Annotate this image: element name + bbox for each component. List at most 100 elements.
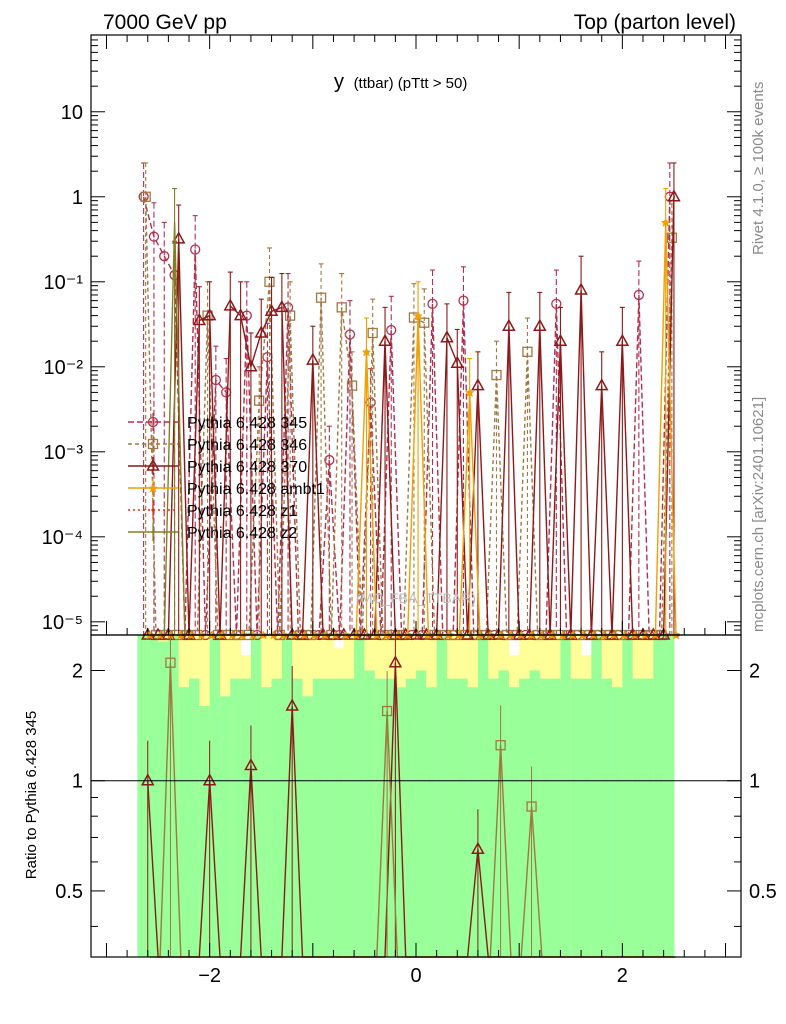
- point-triangle: [460, 627, 475, 640]
- point-triangle: [202, 773, 217, 786]
- band-green: [261, 687, 273, 957]
- band-green: [632, 678, 644, 957]
- legend-label: Pythia 6.428 346: [187, 437, 307, 454]
- point-square: [367, 327, 378, 339]
- x-tick-label: 2: [617, 965, 628, 987]
- point-triangle: [223, 298, 238, 311]
- plot-title: y (ttbar) (pTtt > 50): [334, 71, 467, 93]
- point-triangle: [357, 627, 372, 640]
- band-green: [209, 635, 221, 957]
- point-triangle: [667, 189, 681, 202]
- point-star: [148, 483, 158, 493]
- point-square: [284, 310, 296, 321]
- band-green: [436, 635, 448, 957]
- band-green: [570, 678, 582, 957]
- band-green: [312, 678, 324, 957]
- band-green: [426, 687, 438, 957]
- point-square: [522, 346, 533, 357]
- y-tick-label: 10: [61, 102, 83, 124]
- point-triangle: [471, 841, 485, 854]
- band-green: [230, 678, 242, 957]
- point-square: [254, 395, 265, 406]
- point-circle: [190, 244, 201, 255]
- point-square: [419, 317, 430, 328]
- band-green: [250, 635, 262, 957]
- band-green: [477, 635, 489, 957]
- point-triangle: [553, 333, 568, 346]
- y-tick-label: 10⁻²: [44, 357, 84, 379]
- band-green: [416, 670, 427, 957]
- band-green: [622, 635, 634, 957]
- band-green: [642, 678, 654, 957]
- ratio-y-tick-label-right: 2: [749, 660, 760, 682]
- point-triangle: [594, 378, 609, 391]
- band-green: [653, 635, 665, 957]
- series-2: [140, 162, 681, 640]
- point-circle: [551, 298, 562, 310]
- y-tick-label: 10⁻³: [44, 442, 84, 464]
- band-green: [292, 678, 304, 957]
- point-star: [361, 347, 371, 357]
- point-square: [147, 438, 159, 450]
- band-green: [333, 678, 345, 957]
- band-green: [354, 635, 365, 957]
- band-green: [457, 678, 469, 957]
- ratio-y-tick-label: 1: [72, 771, 83, 793]
- band-green: [488, 678, 500, 957]
- point-triangle: [275, 299, 289, 313]
- band-green: [560, 635, 572, 957]
- legend-label: Pythia 6.428 z2: [187, 525, 297, 542]
- band-green: [271, 678, 283, 957]
- ratio-y-tick-label: 2: [72, 660, 83, 682]
- legend-label: Pythia 6.428 345: [187, 415, 307, 432]
- point-triangle: [146, 458, 160, 471]
- band-green: [323, 678, 334, 957]
- point-triangle: [409, 627, 423, 640]
- point-square: [491, 369, 502, 381]
- point-triangle: [615, 333, 630, 346]
- point-triangle: [388, 655, 403, 668]
- band-green: [405, 678, 417, 957]
- y-tick-label: 10⁻¹: [44, 272, 84, 294]
- band-green: [467, 687, 479, 957]
- point-triangle: [244, 757, 258, 771]
- point-triangle: [533, 318, 547, 331]
- point-square: [346, 380, 358, 391]
- point-square: [315, 292, 327, 303]
- point-dot: [151, 508, 155, 512]
- point-triangle: [574, 282, 588, 295]
- band-green: [539, 678, 551, 957]
- mcplots-label: mcplots.cern.ch [arXiv:2401.10621]: [750, 397, 767, 632]
- band-green: [446, 678, 458, 957]
- point-square: [666, 232, 678, 243]
- band-green: [364, 670, 376, 957]
- band-green: [281, 635, 293, 957]
- ratio-y-tick-label: 0.5: [55, 881, 83, 903]
- band-green: [550, 678, 561, 957]
- band-green: [612, 687, 623, 957]
- point-triangle: [192, 312, 207, 326]
- ratio-ylabel: Ratio to Pythia 6.428 345: [23, 711, 40, 879]
- point-star: [661, 217, 671, 227]
- point-triangle: [656, 627, 671, 640]
- plot-title-sub: (ttbar) (pTtt > 50): [354, 75, 468, 92]
- ratio-y-tick-label-right: 0.5: [749, 881, 777, 903]
- x-tick-label: −2: [198, 965, 221, 987]
- point-triangle: [378, 333, 392, 346]
- x-tick-label: 0: [410, 965, 421, 987]
- legend-label: Pythia 6.428 370: [187, 459, 307, 476]
- watermark: (MC_FBA_TTBAR): [356, 590, 476, 606]
- ratio-y-tick-label-right: 1: [749, 771, 760, 793]
- point-circle: [159, 251, 170, 262]
- band-green: [519, 678, 530, 957]
- axis-ticks: 10⁻⁵ 10⁻⁴ 10⁻³ 10⁻² 10⁻¹ 1 10 −2 0 2 0.5 0.5 1 1 2 2: [42, 34, 777, 987]
- y-tick-label: 1: [72, 187, 83, 209]
- point-triangle: [244, 359, 258, 372]
- y-tick-label: 10⁻⁴: [42, 527, 83, 549]
- band-green: [302, 696, 314, 957]
- band-green: [581, 678, 592, 957]
- point-triangle: [285, 698, 299, 711]
- point-circle: [324, 454, 335, 466]
- band-green: [147, 635, 159, 957]
